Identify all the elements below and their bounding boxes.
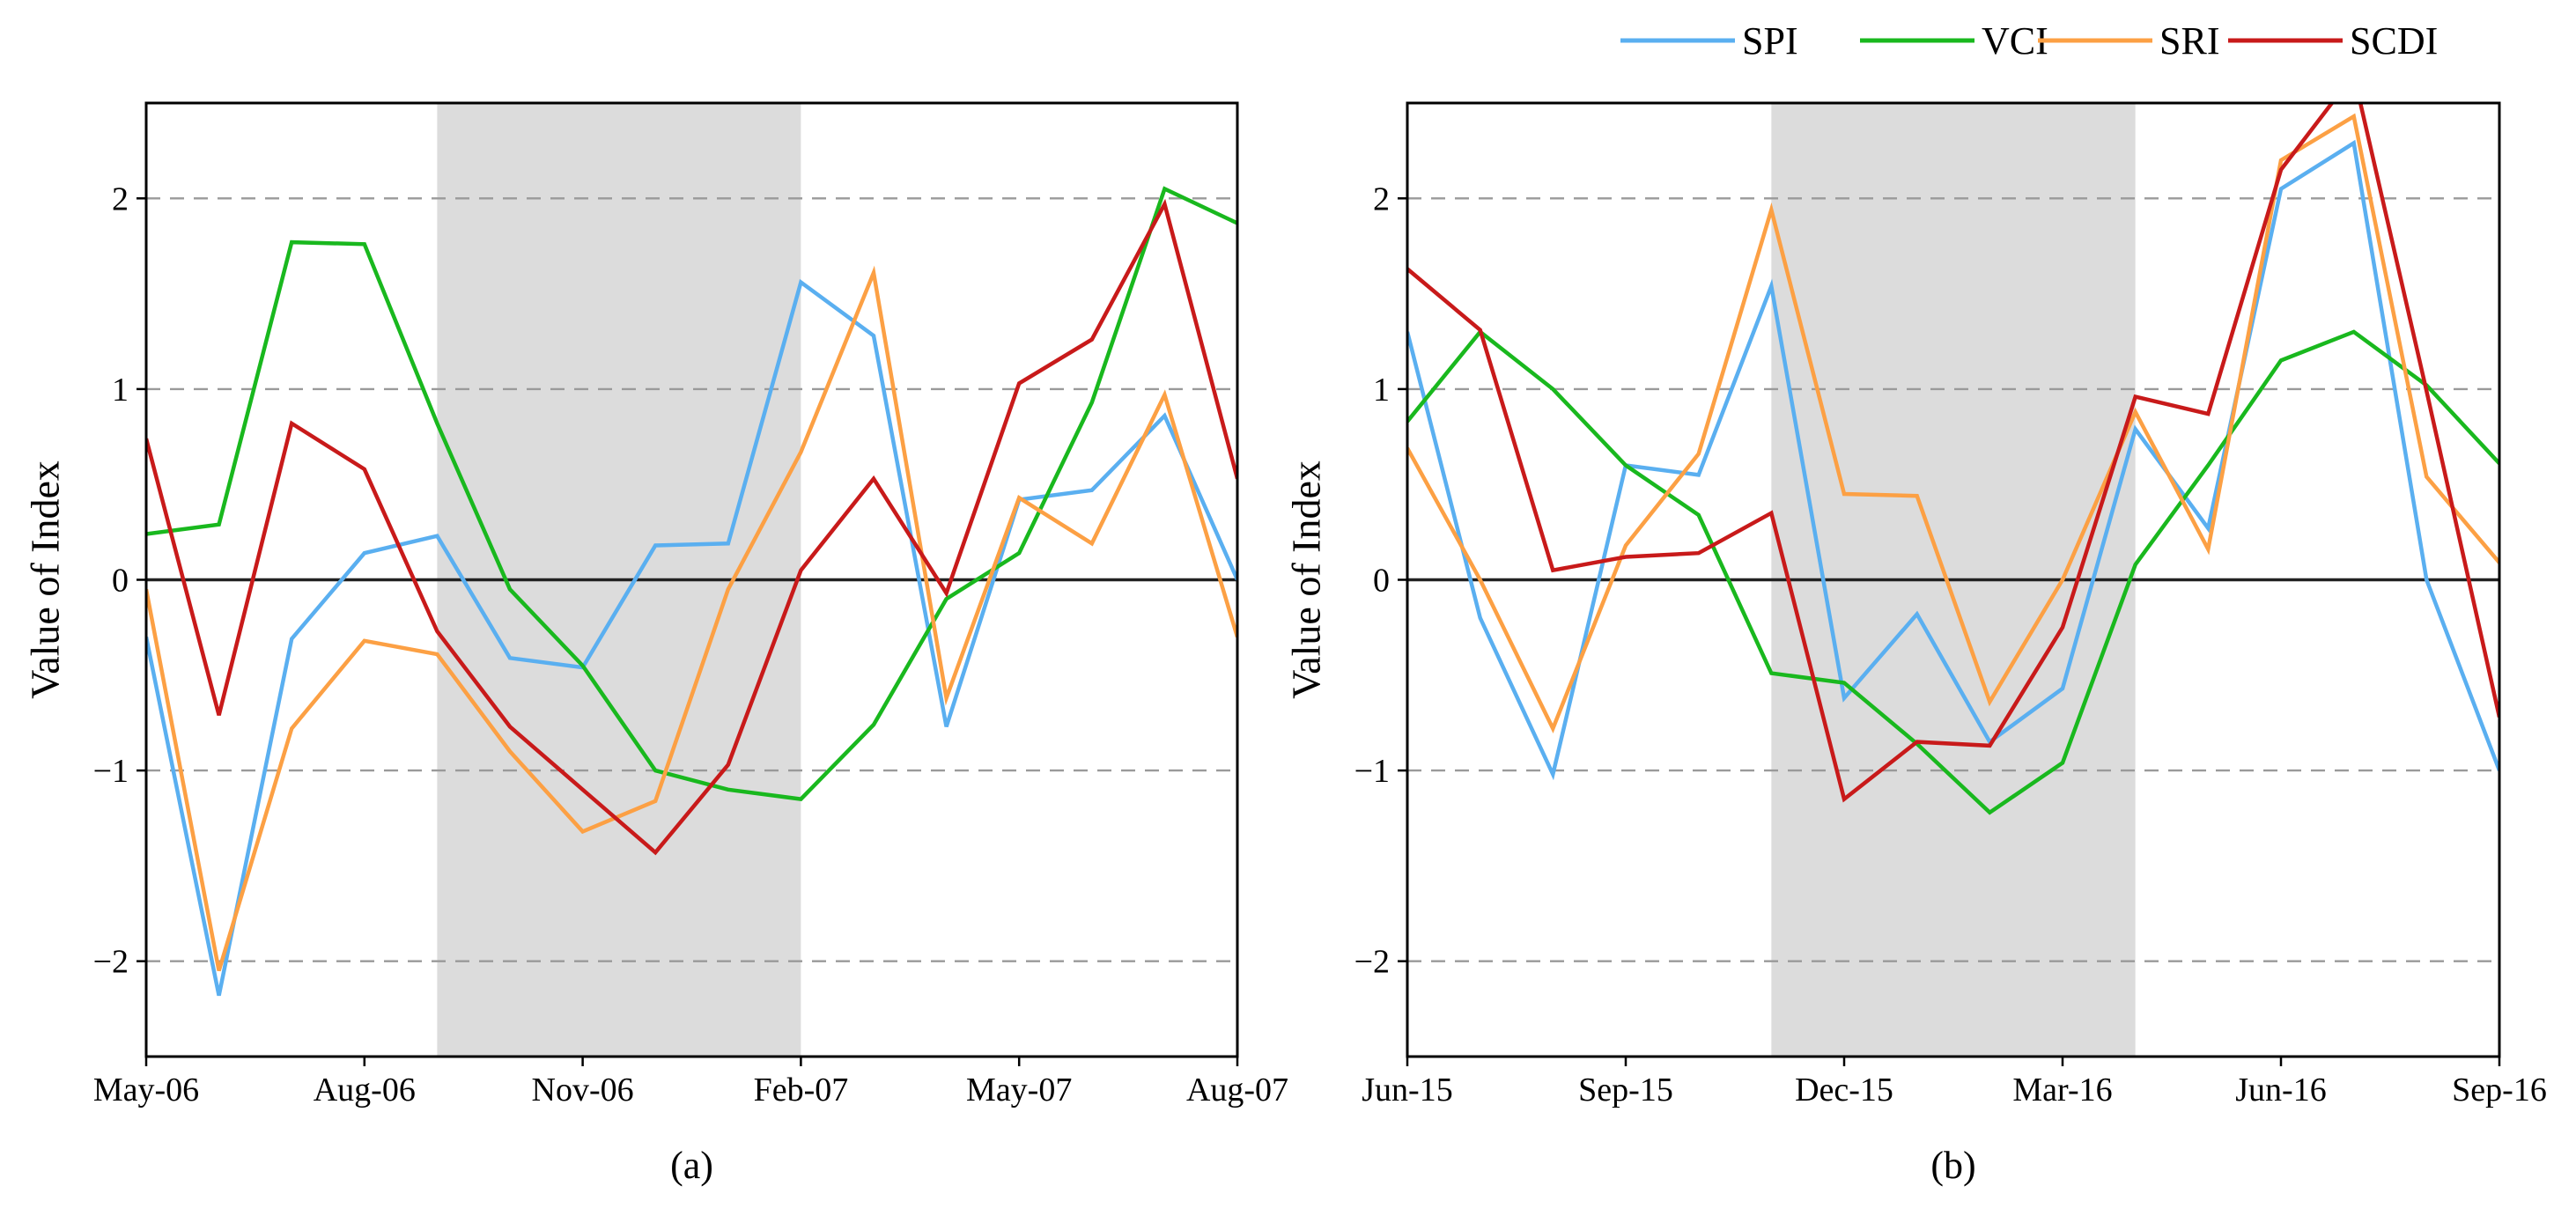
legend: SPI VCI SRI SCDI xyxy=(1620,19,2438,63)
legend-label-vci: VCI xyxy=(1982,19,2048,63)
y-tick-label: −1 xyxy=(1354,753,1390,790)
legend-label-scdi: SCDI xyxy=(2350,19,2438,63)
x-tick-label: Sep-15 xyxy=(1578,1072,1673,1109)
series-line-scdi xyxy=(146,198,1237,856)
y-tick-label: 1 xyxy=(112,372,129,409)
y-tick-label: −1 xyxy=(93,753,129,790)
panel-caption: (b) xyxy=(1930,1144,1975,1187)
series-group xyxy=(146,186,1237,997)
x-tick-label: Dec-15 xyxy=(1795,1072,1893,1109)
x-tick-label: Jun-16 xyxy=(2235,1072,2326,1109)
x-tick-label: Jun-15 xyxy=(1362,1072,1452,1109)
x-tick-label: May-07 xyxy=(966,1072,1072,1109)
series-line-sri xyxy=(1407,113,2499,733)
legend-label-spi: SPI xyxy=(1742,19,1798,63)
y-axis-title: Value of Index xyxy=(1284,460,1329,699)
series-line-scdi xyxy=(1407,103,2499,803)
series-line-spi xyxy=(146,278,1237,997)
series-group xyxy=(1407,103,2499,815)
y-tick-label: 0 xyxy=(112,563,129,600)
panel-a: −2 −1 0 1 2 May-06 Aug-06 Nov-06 Feb-07 May-07 Aug… xyxy=(23,101,1288,1187)
x-tick-label: Aug-06 xyxy=(314,1072,416,1109)
x-tick-label: Mar-16 xyxy=(2012,1072,2112,1109)
y-axis-title: Value of Index xyxy=(23,460,68,699)
panel-b: −2 −1 0 1 2 Jun-15 Sep-15 Dec-15 Mar-16 Jun-16 Sep… xyxy=(1284,101,2547,1187)
panel-caption: (a) xyxy=(670,1144,713,1187)
legend-label-sri: SRI xyxy=(2159,19,2219,63)
x-tick-label: Nov-06 xyxy=(532,1072,634,1109)
series-line-sri xyxy=(146,265,1237,972)
series-line-spi xyxy=(1407,139,2499,781)
y-tick-label: −2 xyxy=(1354,944,1390,981)
x-tick-label: May-06 xyxy=(93,1072,199,1109)
y-tick-label: −2 xyxy=(93,944,129,981)
x-tick-label: Aug-07 xyxy=(1186,1072,1288,1109)
series-line-vci xyxy=(146,186,1237,801)
y-tick-label: 2 xyxy=(1373,180,1390,217)
y-tick-label: 0 xyxy=(1373,563,1390,600)
y-tick-label: 1 xyxy=(1373,372,1390,409)
y-tick-label: 2 xyxy=(112,180,129,217)
series-line-vci xyxy=(1407,328,2499,815)
x-tick-label: Sep-16 xyxy=(2452,1072,2547,1109)
x-tick-label: Feb-07 xyxy=(754,1072,849,1109)
